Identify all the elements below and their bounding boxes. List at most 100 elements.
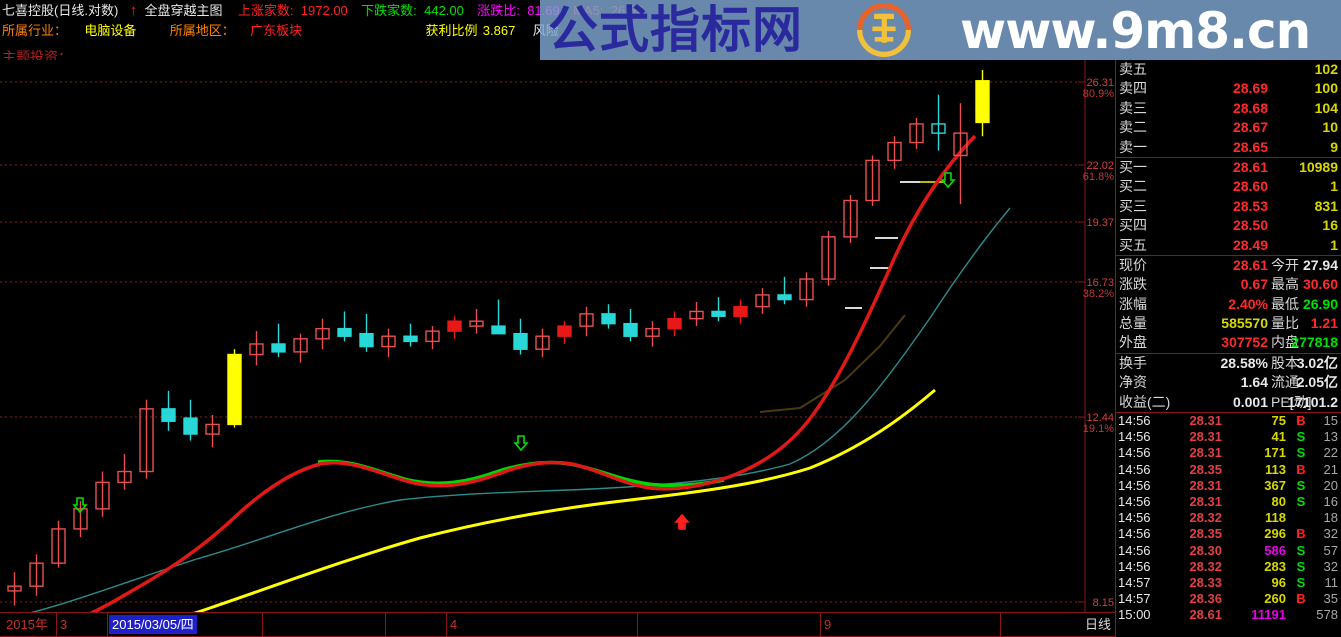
tick-time: 14:56 — [1118, 526, 1151, 542]
tick-count: 32 — [1323, 558, 1338, 574]
tick-time: 14:56 — [1118, 429, 1151, 445]
tick-row[interactable]: 14:56 28.35 113 B 21 — [1116, 462, 1341, 478]
tick-row[interactable]: 14:56 28.30 586 S 57 — [1116, 543, 1341, 559]
stat-value-change: 0.67 — [1240, 276, 1268, 293]
axis-divider-3 — [262, 613, 263, 636]
candle-body — [139, 408, 154, 473]
tick-count: 18 — [1323, 510, 1338, 526]
tick-side: S — [1296, 429, 1306, 445]
candle-body — [271, 343, 286, 353]
candle-body — [777, 294, 792, 301]
ask-vol-4: 100 — [1314, 80, 1338, 97]
region-value[interactable]: 广东板块 — [250, 23, 303, 38]
bid-price-2: 28.60 — [1232, 178, 1268, 195]
axis-divider-4 — [385, 613, 386, 636]
bid-row-2[interactable]: 买二 28.60 1 — [1116, 177, 1341, 196]
candle-body — [557, 325, 572, 337]
stat-row-outer-vol: 外盘 307752 内盘 277818 — [1116, 333, 1341, 352]
bid-row-3[interactable]: 买三 28.53 831 — [1116, 197, 1341, 216]
candle-body — [535, 335, 550, 350]
date-axis-bar[interactable]: 2015年 3 2015/03/05/四 4 9 日线 — [0, 612, 1115, 637]
tick-volume: 171 — [1264, 445, 1286, 461]
candle-body — [7, 585, 22, 592]
selected-date-readout[interactable]: 2015/03/05/四 — [109, 615, 197, 634]
bid-label-2: 买二 — [1119, 178, 1147, 195]
axis-year-label: 2015年 — [6, 617, 48, 632]
tick-time: 14:56 — [1118, 461, 1151, 477]
tick-row[interactable]: 14:56 28.32 283 S 32 — [1116, 559, 1341, 575]
bid-row-5[interactable]: 买五 28.49 1 — [1116, 236, 1341, 255]
tick-side: S — [1296, 542, 1306, 558]
stat-value-volume: 585570 — [1221, 315, 1268, 332]
ask-price-4: 28.69 — [1232, 80, 1268, 97]
stat-value-open: 27.94 — [1302, 256, 1338, 273]
tick-row[interactable]: 14:56 28.31 75 B 15 — [1116, 413, 1341, 429]
tick-row[interactable]: 14:56 28.31 80 S 16 — [1116, 494, 1341, 510]
ask-row-4[interactable]: 卖四 28.69 100 — [1116, 79, 1341, 98]
stat-label-inner-vol: 内盘 — [1271, 334, 1299, 351]
axis-price-2: 19.37 — [1086, 217, 1114, 229]
tick-row[interactable]: 14:56 28.35 296 B 32 — [1116, 526, 1341, 542]
up-arrow-marker-icon — [674, 513, 690, 530]
bid-vol-1: 10989 — [1299, 158, 1338, 175]
indicator-name[interactable]: 全盘穿越主图 — [144, 3, 223, 18]
candle-body — [931, 123, 946, 134]
ask-row-5[interactable]: 卖五 102 — [1116, 60, 1341, 79]
candle-body — [381, 335, 396, 348]
tick-side: S — [1296, 574, 1306, 590]
tick-volume: 367 — [1264, 477, 1286, 493]
period-selector[interactable]: 日线 — [1084, 617, 1111, 632]
decliners-label: 下跌家数: — [361, 3, 417, 18]
ask-row-2[interactable]: 卖二 28.67 10 — [1116, 118, 1341, 137]
candle-body — [95, 481, 110, 510]
tick-row[interactable]: 14:57 28.36 260 B 35 — [1116, 591, 1341, 607]
industry-value[interactable]: 电脑设备 — [84, 23, 137, 38]
axis-pct-3: 38.2% — [1082, 288, 1114, 300]
tick-side: B — [1296, 591, 1306, 607]
tick-price: 28.35 — [1189, 526, 1222, 542]
tick-volume: 296 — [1264, 526, 1286, 542]
candle-body — [755, 294, 770, 308]
stat-row-change-pct: 涨幅 2.40% 最低 26.90 — [1116, 295, 1341, 314]
bid-price-3: 28.53 — [1232, 197, 1268, 214]
candle-body — [579, 313, 594, 327]
chart-canvas — [0, 60, 1086, 612]
tick-side: S — [1296, 493, 1306, 509]
tick-time: 14:56 — [1118, 510, 1151, 526]
stat-value-eps: 0.001 — [1232, 393, 1268, 410]
stat-value-current-price: 28.61 — [1232, 256, 1268, 273]
ask-label-1: 卖一 — [1119, 138, 1147, 155]
candle-body — [843, 199, 858, 238]
tick-row[interactable]: 14:56 28.31 367 S 20 — [1116, 478, 1341, 494]
tick-row[interactable]: 14:56 28.31 171 S 22 — [1116, 445, 1341, 461]
tick-row[interactable]: 14:56 28.31 41 S 13 — [1116, 429, 1341, 445]
candle-body — [29, 562, 44, 587]
candlestick-chart[interactable]: ←8.72 用到未来数据 — [0, 60, 1115, 612]
tick-time: 14:56 — [1118, 493, 1151, 509]
candle-body — [645, 327, 660, 337]
tick-row[interactable]: 14:56 28.32 118 18 — [1116, 510, 1341, 526]
advancers-value: 1972.00 — [300, 3, 348, 18]
tick-count: 21 — [1323, 461, 1338, 477]
bid-vol-5: 1 — [1330, 236, 1338, 253]
bid-row-4[interactable]: 买四 28.50 16 — [1116, 216, 1341, 235]
tick-count: 578 — [1316, 607, 1338, 623]
stat-value-shares: 3.02亿 — [1296, 354, 1338, 371]
candle-body — [161, 408, 176, 422]
tick-row[interactable]: 14:57 28.33 96 S 11 — [1116, 575, 1341, 591]
price-axis: 26.31 80.9% 22.02 61.8% 19.37 16.73 38.2… — [1082, 60, 1115, 612]
tick-volume: 586 — [1264, 542, 1286, 558]
tick-price: 28.32 — [1189, 510, 1222, 526]
ask-label-4: 卖四 — [1119, 80, 1147, 97]
ask-row-1[interactable]: 卖一 28.65 9 — [1116, 138, 1341, 157]
tick-side: B — [1296, 461, 1306, 477]
stat-value-net-assets: 1.64 — [1240, 374, 1268, 391]
tick-row[interactable]: 15:00 28.61 11191 578 — [1116, 607, 1341, 623]
ask-vol-1: 9 — [1330, 138, 1338, 155]
bid-vol-4: 16 — [1322, 217, 1338, 234]
ask-row-3[interactable]: 卖三 28.68 104 — [1116, 99, 1341, 118]
bid-row-1[interactable]: 买一 28.61 10989 — [1116, 158, 1341, 177]
profit-ratio-label: 获利比例 — [425, 23, 478, 38]
candle-body — [73, 508, 88, 530]
tick-list[interactable]: 14:56 28.31 75 B 15 14:56 28.31 41 S 13 14:56 28.31… — [1116, 412, 1341, 623]
